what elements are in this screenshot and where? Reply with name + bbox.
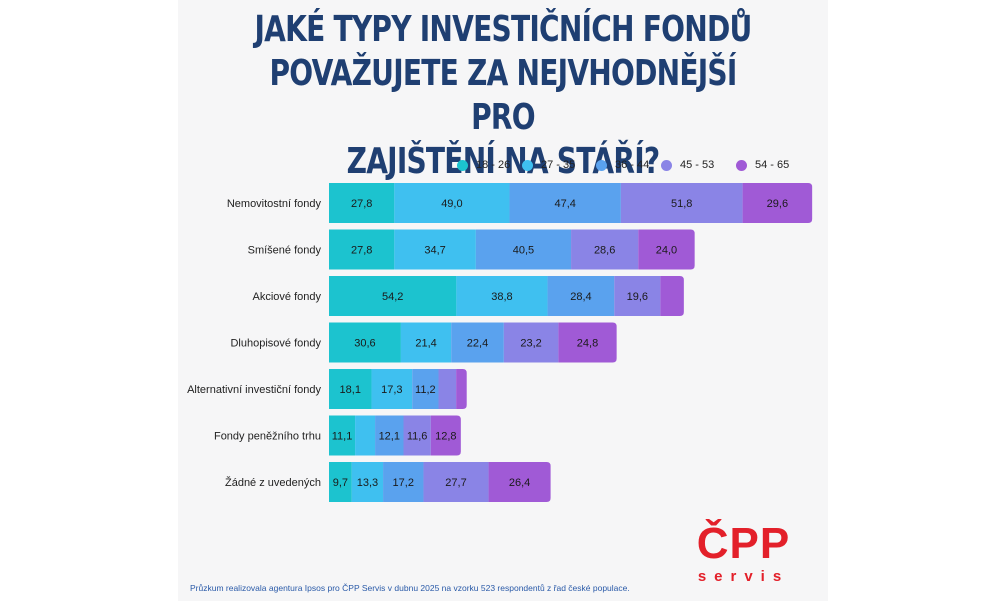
- data-label: 11,1: [332, 431, 353, 443]
- data-label: 27,8: [351, 245, 372, 257]
- data-label: 34,7: [424, 245, 445, 257]
- data-label: 17,3: [381, 384, 402, 396]
- data-label: 47,4: [554, 198, 575, 210]
- data-label: 23,2: [520, 338, 541, 350]
- cpp-servis-logo: ČPP servis: [686, 520, 801, 590]
- data-label: 40,5: [513, 245, 534, 257]
- data-label: 49,0: [441, 198, 462, 210]
- category-label: Dluhopisové fondy: [230, 338, 321, 350]
- source-footnote: Průzkum realizovala agentura Ipsos pro Č…: [190, 583, 630, 593]
- category-label: Alternativní investiční fondy: [187, 384, 321, 396]
- data-label: 51,8: [671, 198, 692, 210]
- data-label: 19,6: [627, 291, 648, 303]
- bar-segment: [456, 369, 467, 409]
- bar-segment: [355, 416, 375, 456]
- stacked-bar-chart: Nemovitostní fondy 27,8 49,0 47,4 51,8 29,6 Sm…: [0, 0, 1000, 601]
- data-label: 11,2: [415, 384, 436, 396]
- data-label: 21,4: [415, 338, 436, 350]
- data-label: 24,0: [656, 245, 677, 257]
- data-label: 18,1: [340, 384, 361, 396]
- data-label: 54,2: [382, 291, 403, 303]
- bar-segment: [660, 276, 684, 316]
- data-label: 27,7: [445, 477, 466, 489]
- category-label: Fondy peněžního trhu: [214, 431, 321, 443]
- logo-main-text: ČPP: [686, 520, 801, 568]
- data-label: 12,8: [435, 431, 456, 443]
- data-label: 13,3: [357, 477, 378, 489]
- data-label: 17,2: [393, 477, 414, 489]
- logo-sub-text: servis: [686, 568, 801, 586]
- data-label: 26,4: [509, 477, 530, 489]
- data-label: 27,8: [351, 198, 372, 210]
- data-label: 28,6: [594, 245, 615, 257]
- data-label: 30,6: [354, 338, 375, 350]
- category-label: Nemovitostní fondy: [227, 198, 322, 210]
- data-label: 28,4: [570, 291, 591, 303]
- data-label: 9,7: [333, 477, 348, 489]
- category-label: Smíšené fondy: [248, 245, 322, 257]
- category-label: Žádné z uvedených: [225, 476, 321, 489]
- bar-segment: [439, 369, 457, 409]
- data-label: 24,8: [577, 338, 598, 350]
- category-label: Akciové fondy: [253, 291, 322, 303]
- data-label: 12,1: [379, 431, 400, 443]
- data-label: 22,4: [467, 338, 488, 350]
- data-label: 11,6: [407, 431, 428, 443]
- data-label: 29,6: [767, 198, 788, 210]
- data-label: 38,8: [491, 291, 512, 303]
